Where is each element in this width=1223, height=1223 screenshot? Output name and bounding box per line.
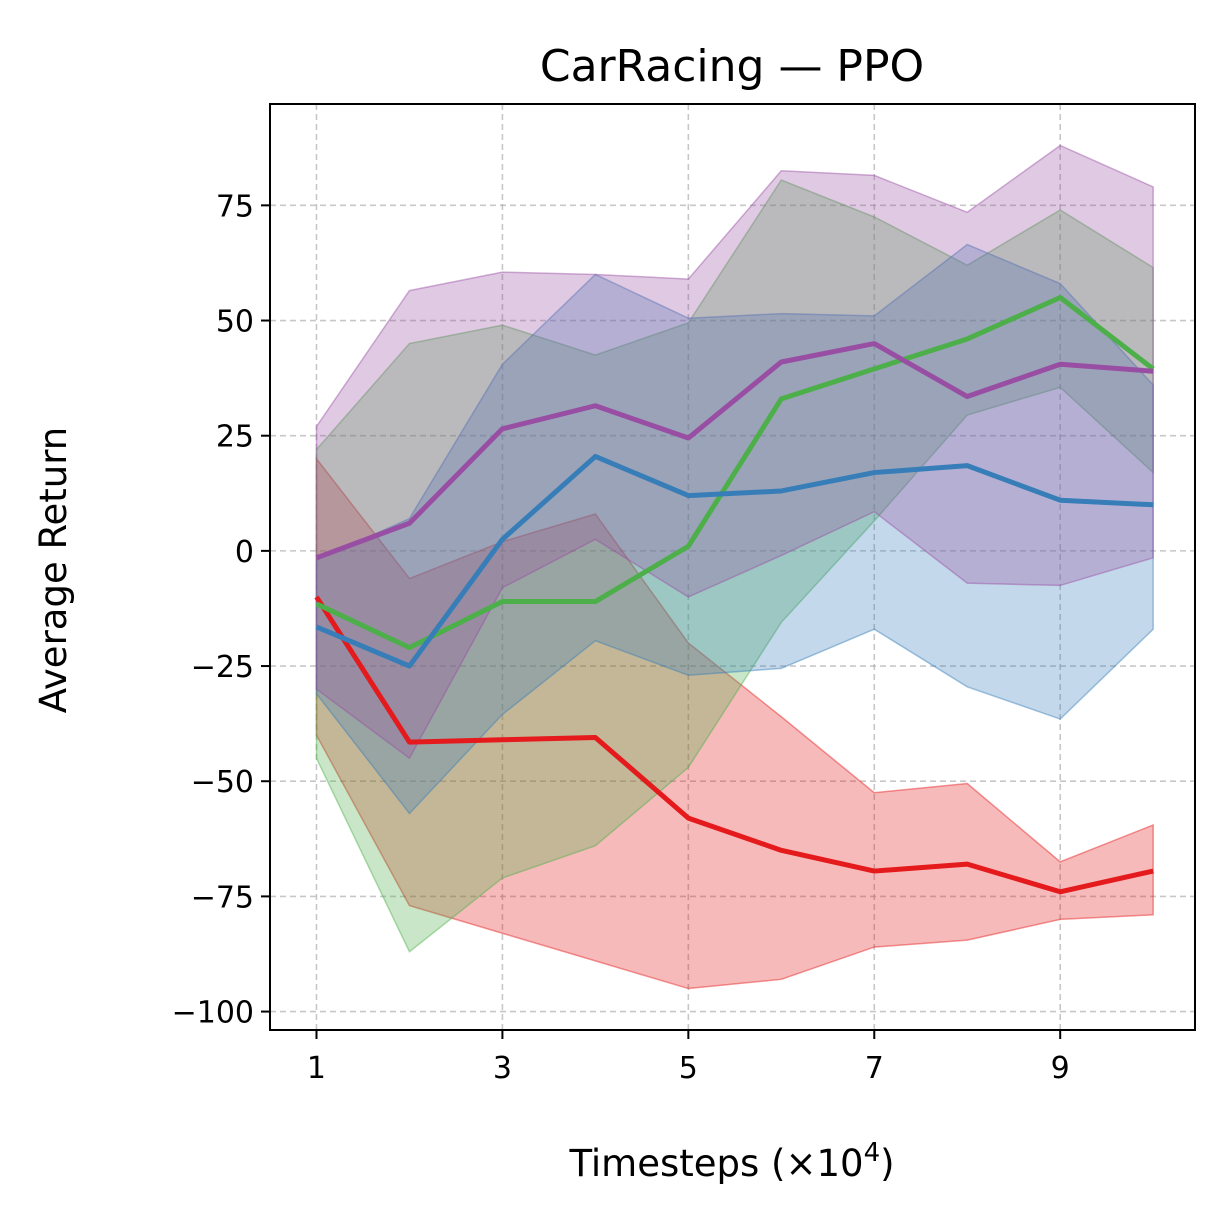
line-blue [315, 453, 1154, 669]
y-tick-label: 50 [216, 305, 254, 340]
grid [270, 104, 1195, 1030]
y-tick-label: 75 [216, 189, 254, 224]
y-tick-label: −25 [191, 650, 254, 685]
band-purple [315, 144, 1154, 760]
band-blue [315, 243, 1154, 815]
y-tick-label: 25 [216, 420, 254, 455]
x-tick-label: 1 [307, 1051, 326, 1086]
plot-frame [269, 103, 1196, 1031]
series-lines [314, 294, 1155, 895]
x-axis-title: Timesteps (×104) [568, 1138, 894, 1185]
y-axis-title: Average Return [32, 427, 75, 713]
y-tick-label: −100 [172, 996, 254, 1031]
y-tick-label: −50 [191, 765, 254, 800]
line-red [314, 595, 1154, 895]
line-green [315, 294, 1155, 651]
chart-title: CarRacing — PPO [540, 41, 924, 92]
x-axis-title-suffix: ) [880, 1142, 894, 1185]
y-tick-label: 0 [235, 535, 254, 570]
confidence-bands [315, 144, 1154, 990]
band-red [315, 456, 1154, 990]
y-tick-label: −75 [191, 880, 254, 915]
x-tick-label: 3 [493, 1051, 512, 1086]
x-tick-label: 7 [865, 1051, 884, 1086]
x-tick-label: 9 [1051, 1051, 1070, 1086]
line-purple [315, 341, 1154, 561]
x-tick-label: 5 [679, 1051, 698, 1086]
x-axis-title-exponent: 4 [864, 1138, 881, 1168]
band-green [315, 179, 1154, 953]
axis-ticks: 1 3 5 7 9 −100 −75 −50 −25 0 25 50 75 [172, 189, 1070, 1086]
x-axis-title-main: Timesteps (×10 [568, 1142, 863, 1185]
